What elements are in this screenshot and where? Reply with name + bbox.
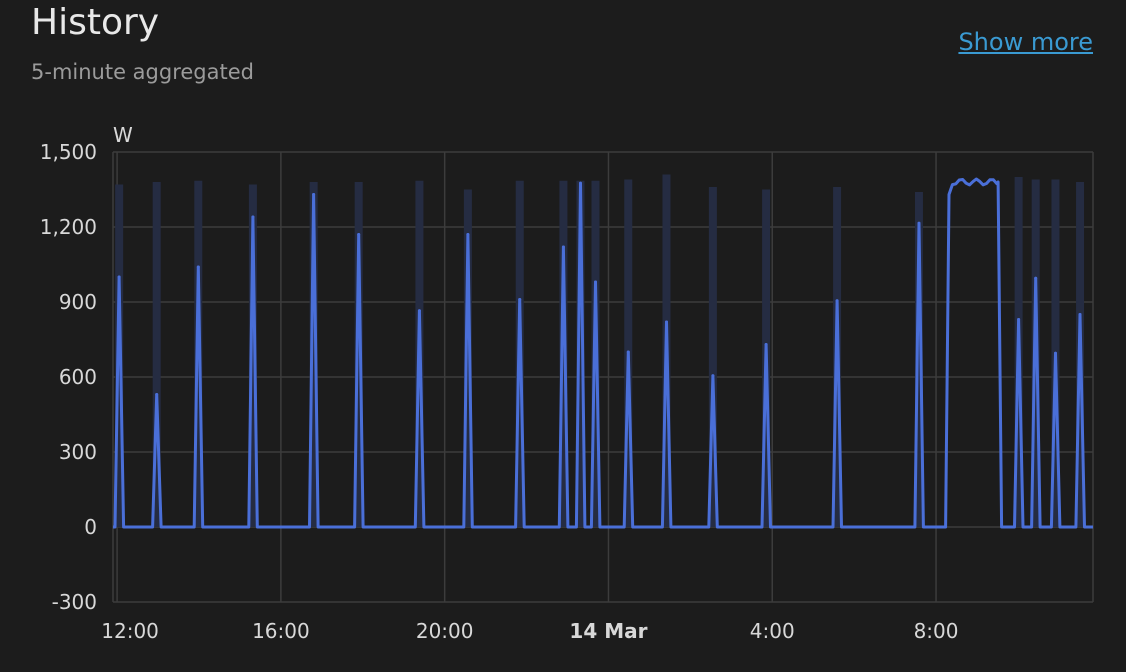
data-point bbox=[357, 233, 361, 236]
max-band bbox=[309, 182, 318, 527]
data-point bbox=[1053, 351, 1057, 355]
data-point bbox=[1034, 276, 1038, 280]
data-point bbox=[835, 299, 839, 303]
y-tick-label: 1,500 bbox=[40, 140, 97, 164]
max-band bbox=[708, 187, 717, 527]
data-point bbox=[1017, 318, 1021, 321]
data-point bbox=[251, 215, 255, 219]
max-band bbox=[559, 180, 568, 527]
data-point bbox=[1078, 313, 1082, 316]
data-point bbox=[196, 265, 200, 269]
max-band bbox=[152, 182, 161, 527]
y-tick-label: 1,200 bbox=[40, 215, 97, 239]
max-band bbox=[576, 180, 585, 527]
y-tick-label: 0 bbox=[84, 515, 97, 539]
max-band bbox=[354, 182, 363, 527]
y-tick-label: -300 bbox=[52, 590, 97, 614]
data-point bbox=[466, 233, 470, 236]
data-point bbox=[518, 298, 522, 301]
y-unit-label: W bbox=[113, 123, 133, 147]
y-tick-label: 600 bbox=[59, 365, 97, 389]
data-point bbox=[155, 393, 159, 396]
power-series-line bbox=[113, 177, 1093, 529]
x-tick-label: 16:00 bbox=[252, 619, 310, 643]
data-point bbox=[626, 350, 630, 354]
max-band bbox=[248, 184, 257, 527]
data-point bbox=[312, 193, 316, 196]
card-title: History bbox=[31, 2, 160, 43]
data-point bbox=[764, 343, 768, 346]
card-subtitle: 5-minute aggregated bbox=[31, 60, 254, 84]
x-tick-label: 8:00 bbox=[914, 619, 959, 643]
x-tick-label: 12:00 bbox=[101, 619, 159, 643]
data-point bbox=[417, 309, 421, 313]
y-tick-label: 900 bbox=[59, 290, 97, 314]
data-point bbox=[593, 280, 597, 284]
data-point bbox=[561, 245, 565, 249]
data-point bbox=[917, 221, 921, 225]
data-point bbox=[117, 275, 121, 279]
x-tick-label: 14 Mar bbox=[569, 619, 647, 643]
x-tick-label: 20:00 bbox=[416, 619, 474, 643]
data-point bbox=[578, 181, 582, 185]
max-band bbox=[463, 189, 472, 527]
max-band bbox=[914, 192, 923, 527]
show-more-link[interactable]: Show more bbox=[958, 28, 1093, 56]
y-tick-label: 300 bbox=[59, 440, 97, 464]
x-tick-label: 4:00 bbox=[750, 619, 795, 643]
data-point bbox=[664, 320, 668, 324]
data-point bbox=[711, 374, 715, 378]
